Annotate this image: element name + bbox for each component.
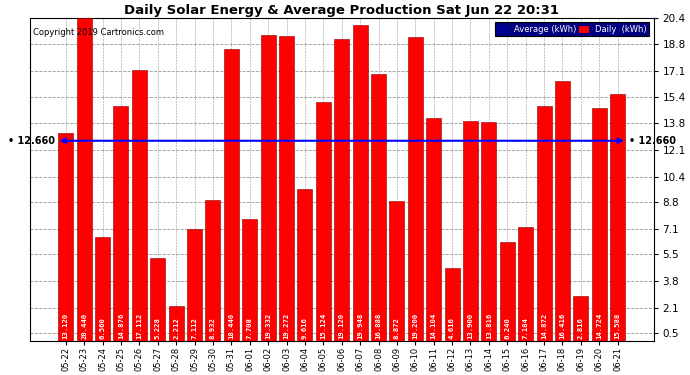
Bar (77, 18, 92, 341)
Bar (316, 102, 331, 341)
Bar (444, 268, 460, 341)
Text: 13.900: 13.900 (468, 312, 473, 339)
Text: 18.440: 18.440 (228, 312, 235, 339)
Text: 20.440: 20.440 (81, 312, 87, 339)
Bar (408, 38, 423, 341)
Bar (610, 94, 625, 341)
Text: 7.112: 7.112 (192, 317, 197, 339)
Bar (168, 306, 184, 341)
Text: 14.876: 14.876 (118, 312, 124, 339)
Bar (518, 227, 533, 341)
Bar (353, 26, 368, 341)
Text: • 12.660: • 12.660 (8, 136, 55, 146)
Bar (95, 237, 110, 341)
Text: 7.184: 7.184 (523, 317, 529, 339)
Bar (132, 70, 147, 341)
Text: 17.112: 17.112 (137, 312, 142, 339)
Bar (206, 200, 221, 341)
Text: 2.816: 2.816 (578, 317, 584, 339)
Bar (555, 81, 570, 341)
Title: Daily Solar Energy & Average Production Sat Jun 22 20:31: Daily Solar Energy & Average Production … (124, 4, 559, 17)
Bar (537, 106, 551, 341)
Text: 8.872: 8.872 (394, 317, 400, 339)
Bar (482, 123, 496, 341)
Text: • 12.660: • 12.660 (629, 136, 676, 146)
Bar (279, 36, 294, 341)
Text: 13.816: 13.816 (486, 312, 492, 339)
Text: 19.332: 19.332 (265, 312, 271, 339)
Text: 19.120: 19.120 (339, 312, 345, 339)
Text: 4.616: 4.616 (449, 317, 455, 339)
Bar (389, 201, 404, 341)
Bar (242, 219, 257, 341)
Text: 19.948: 19.948 (357, 312, 363, 339)
Text: 19.200: 19.200 (413, 312, 418, 339)
Bar (500, 242, 515, 341)
Text: 9.616: 9.616 (302, 317, 308, 339)
Bar (334, 39, 349, 341)
Bar (371, 74, 386, 341)
Text: 2.212: 2.212 (173, 317, 179, 339)
Text: 16.888: 16.888 (375, 312, 382, 339)
Text: 19.272: 19.272 (284, 312, 290, 339)
Bar (426, 118, 441, 341)
Bar (297, 189, 313, 341)
Text: 14.724: 14.724 (596, 312, 602, 339)
Bar (58, 134, 73, 341)
Bar (463, 121, 478, 341)
Bar (224, 50, 239, 341)
Bar (573, 297, 589, 341)
Text: 6.240: 6.240 (504, 317, 511, 339)
Bar (261, 35, 276, 341)
Text: Copyright 2019 Cartronics.com: Copyright 2019 Cartronics.com (33, 28, 164, 37)
Bar (592, 108, 607, 341)
Text: 6.560: 6.560 (99, 317, 106, 339)
Text: 5.228: 5.228 (155, 317, 161, 339)
Text: 15.588: 15.588 (615, 312, 621, 339)
Text: 16.416: 16.416 (560, 312, 566, 339)
Text: 7.708: 7.708 (247, 317, 253, 339)
Legend: Average (kWh), Daily  (kWh): Average (kWh), Daily (kWh) (495, 22, 649, 36)
Text: 14.872: 14.872 (541, 312, 547, 339)
Text: 15.124: 15.124 (320, 312, 326, 339)
Bar (187, 228, 202, 341)
Text: 13.120: 13.120 (63, 312, 69, 339)
Bar (113, 106, 128, 341)
Text: 14.104: 14.104 (431, 312, 437, 339)
Bar (150, 258, 166, 341)
Text: 8.932: 8.932 (210, 317, 216, 339)
